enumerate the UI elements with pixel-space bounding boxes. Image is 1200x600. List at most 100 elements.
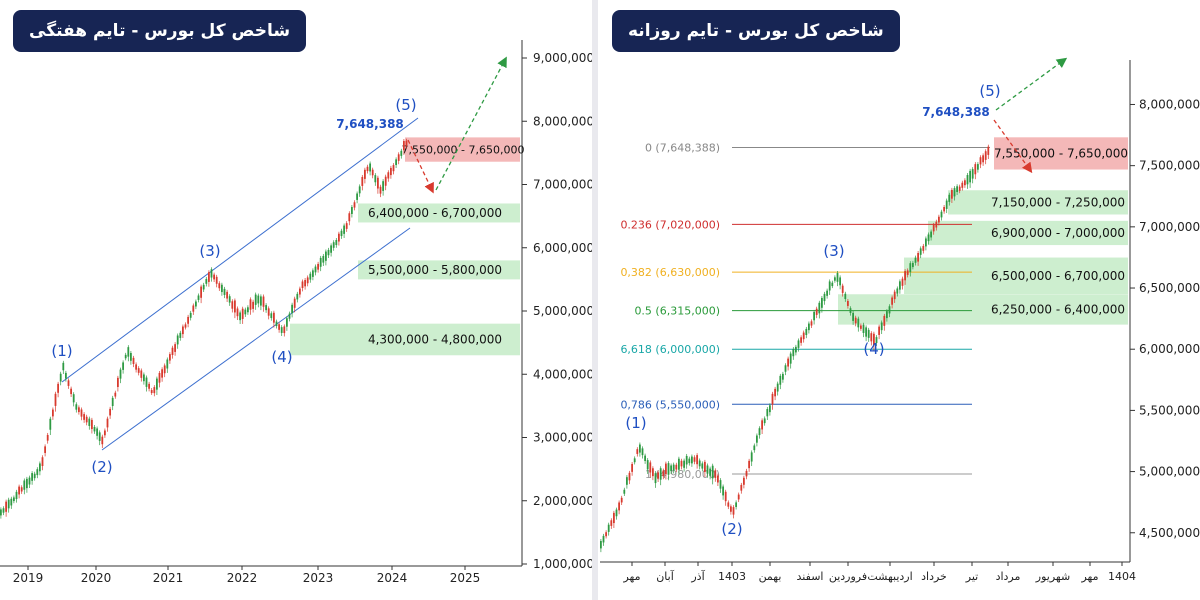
wave-label: (4) bbox=[863, 340, 884, 358]
x-tick-label: 2022 bbox=[227, 571, 258, 585]
daily-candle bbox=[867, 329, 870, 338]
channel-lower-line bbox=[101, 227, 411, 451]
daily-candle bbox=[821, 297, 823, 308]
daily-candle bbox=[740, 484, 743, 491]
weekly-candle bbox=[49, 418, 52, 430]
weekly-candle bbox=[208, 272, 210, 282]
daily-candle bbox=[919, 248, 922, 255]
weekly-candle bbox=[39, 463, 41, 472]
daily-candle bbox=[854, 317, 857, 324]
weekly-candle bbox=[78, 407, 80, 413]
daily-candle bbox=[774, 388, 776, 397]
daily-candle bbox=[659, 468, 662, 480]
daily-candle bbox=[880, 322, 883, 331]
daily-candle bbox=[914, 257, 917, 263]
weekly-candle bbox=[358, 186, 361, 194]
daily-candle bbox=[605, 532, 607, 537]
weekly-candle bbox=[18, 486, 20, 495]
weekly-candle bbox=[23, 480, 26, 490]
daily-candle bbox=[787, 358, 789, 367]
daily-candle bbox=[704, 461, 706, 472]
peak-value-label: 7,648,388 bbox=[922, 105, 990, 119]
weekly-candle bbox=[143, 374, 145, 382]
daily-candle bbox=[922, 245, 925, 251]
support-zone-label: 5,500,000 - 5,800,000 bbox=[368, 263, 502, 277]
daily-candle bbox=[626, 477, 628, 485]
weekly-candle bbox=[140, 370, 143, 378]
x-tick-label: مهر bbox=[622, 570, 640, 583]
daily-candle bbox=[717, 475, 719, 483]
x-tick-label: 2024 bbox=[377, 571, 408, 585]
daily-candle bbox=[769, 405, 771, 413]
weekly-candle bbox=[239, 312, 241, 321]
weekly-chart: 9,000,000 8,000,000 7,000,000 6,000,000 5,00… bbox=[0, 40, 592, 585]
weekly-candle bbox=[335, 239, 338, 246]
daily-candle bbox=[906, 270, 909, 275]
daily-candle bbox=[878, 326, 880, 335]
y-tick-label: 6,500,000 bbox=[1139, 281, 1200, 295]
daily-candle bbox=[719, 480, 722, 489]
daily-candle bbox=[901, 278, 904, 286]
weekly-candle bbox=[135, 364, 137, 370]
fib-level-label: 0 (7,648,388) bbox=[645, 141, 720, 154]
daily-candle bbox=[828, 281, 831, 291]
x-tick-label: فروردین bbox=[829, 570, 867, 583]
daily-candle bbox=[722, 486, 724, 496]
weekly-candle bbox=[130, 352, 132, 361]
weekly-candle bbox=[161, 369, 163, 378]
x-tick-label: 2019 bbox=[13, 571, 44, 585]
support-zone bbox=[904, 257, 1128, 295]
daily-candle bbox=[756, 435, 758, 443]
weekly-candle bbox=[327, 249, 330, 256]
daily-candles bbox=[600, 144, 990, 553]
daily-candle bbox=[688, 458, 691, 464]
weekly-candle bbox=[286, 318, 288, 327]
weekly-candle bbox=[111, 397, 114, 407]
weekly-candle bbox=[309, 273, 312, 280]
daily-candle bbox=[667, 463, 670, 475]
support-zone-label: 6,900,000 - 7,000,000 bbox=[991, 226, 1125, 240]
weekly-candle bbox=[379, 186, 382, 194]
y-tick-label: 7,500,000 bbox=[1139, 159, 1200, 173]
weekly-candle bbox=[340, 230, 343, 237]
resistance-zone-label: 7,550,000 - 7,650,000 bbox=[994, 146, 1128, 160]
x-tick-label: 2023 bbox=[303, 571, 334, 585]
weekly-candle bbox=[182, 326, 184, 335]
weekly-candle bbox=[195, 301, 197, 307]
daily-candle bbox=[800, 337, 802, 343]
daily-candle bbox=[964, 180, 966, 186]
daily-candle bbox=[852, 312, 854, 321]
daily-candle bbox=[753, 445, 756, 451]
x-tick-label: مهر bbox=[1080, 570, 1098, 583]
y-tick-label: 5,000,000 bbox=[1139, 465, 1200, 479]
daily-candle bbox=[909, 263, 912, 273]
weekly-candle bbox=[254, 294, 257, 305]
weekly-candle bbox=[275, 321, 278, 327]
weekly-candle bbox=[361, 176, 364, 186]
weekly-candle bbox=[98, 432, 101, 441]
daily-candle bbox=[628, 472, 631, 481]
weekly-candle bbox=[28, 477, 31, 485]
daily-candle bbox=[636, 449, 639, 454]
weekly-candle bbox=[319, 257, 322, 267]
daily-candle bbox=[737, 494, 740, 500]
weekly-candle bbox=[104, 430, 106, 436]
weekly-candle bbox=[202, 284, 205, 290]
daily-candle bbox=[948, 194, 951, 202]
weekly-candle bbox=[280, 327, 283, 333]
daily-candle bbox=[987, 146, 990, 155]
resistance-zone-label: 7,550,000 - 7,650,000 bbox=[402, 144, 525, 157]
weekly-candle bbox=[223, 288, 226, 295]
weekly-candle bbox=[52, 409, 54, 417]
weekly-candle bbox=[200, 286, 202, 298]
weekly-candle bbox=[325, 251, 327, 261]
weekly-candle bbox=[278, 324, 280, 330]
daily-candle bbox=[771, 393, 774, 405]
y-tick-label: 8,000,000 bbox=[533, 114, 592, 128]
weekly-candle bbox=[218, 283, 221, 289]
x-tick-label: 2021 bbox=[153, 571, 184, 585]
daily-candle bbox=[896, 288, 899, 294]
daily-candle bbox=[610, 520, 613, 526]
weekly-candle bbox=[54, 393, 57, 406]
weekly-candle bbox=[262, 296, 265, 307]
